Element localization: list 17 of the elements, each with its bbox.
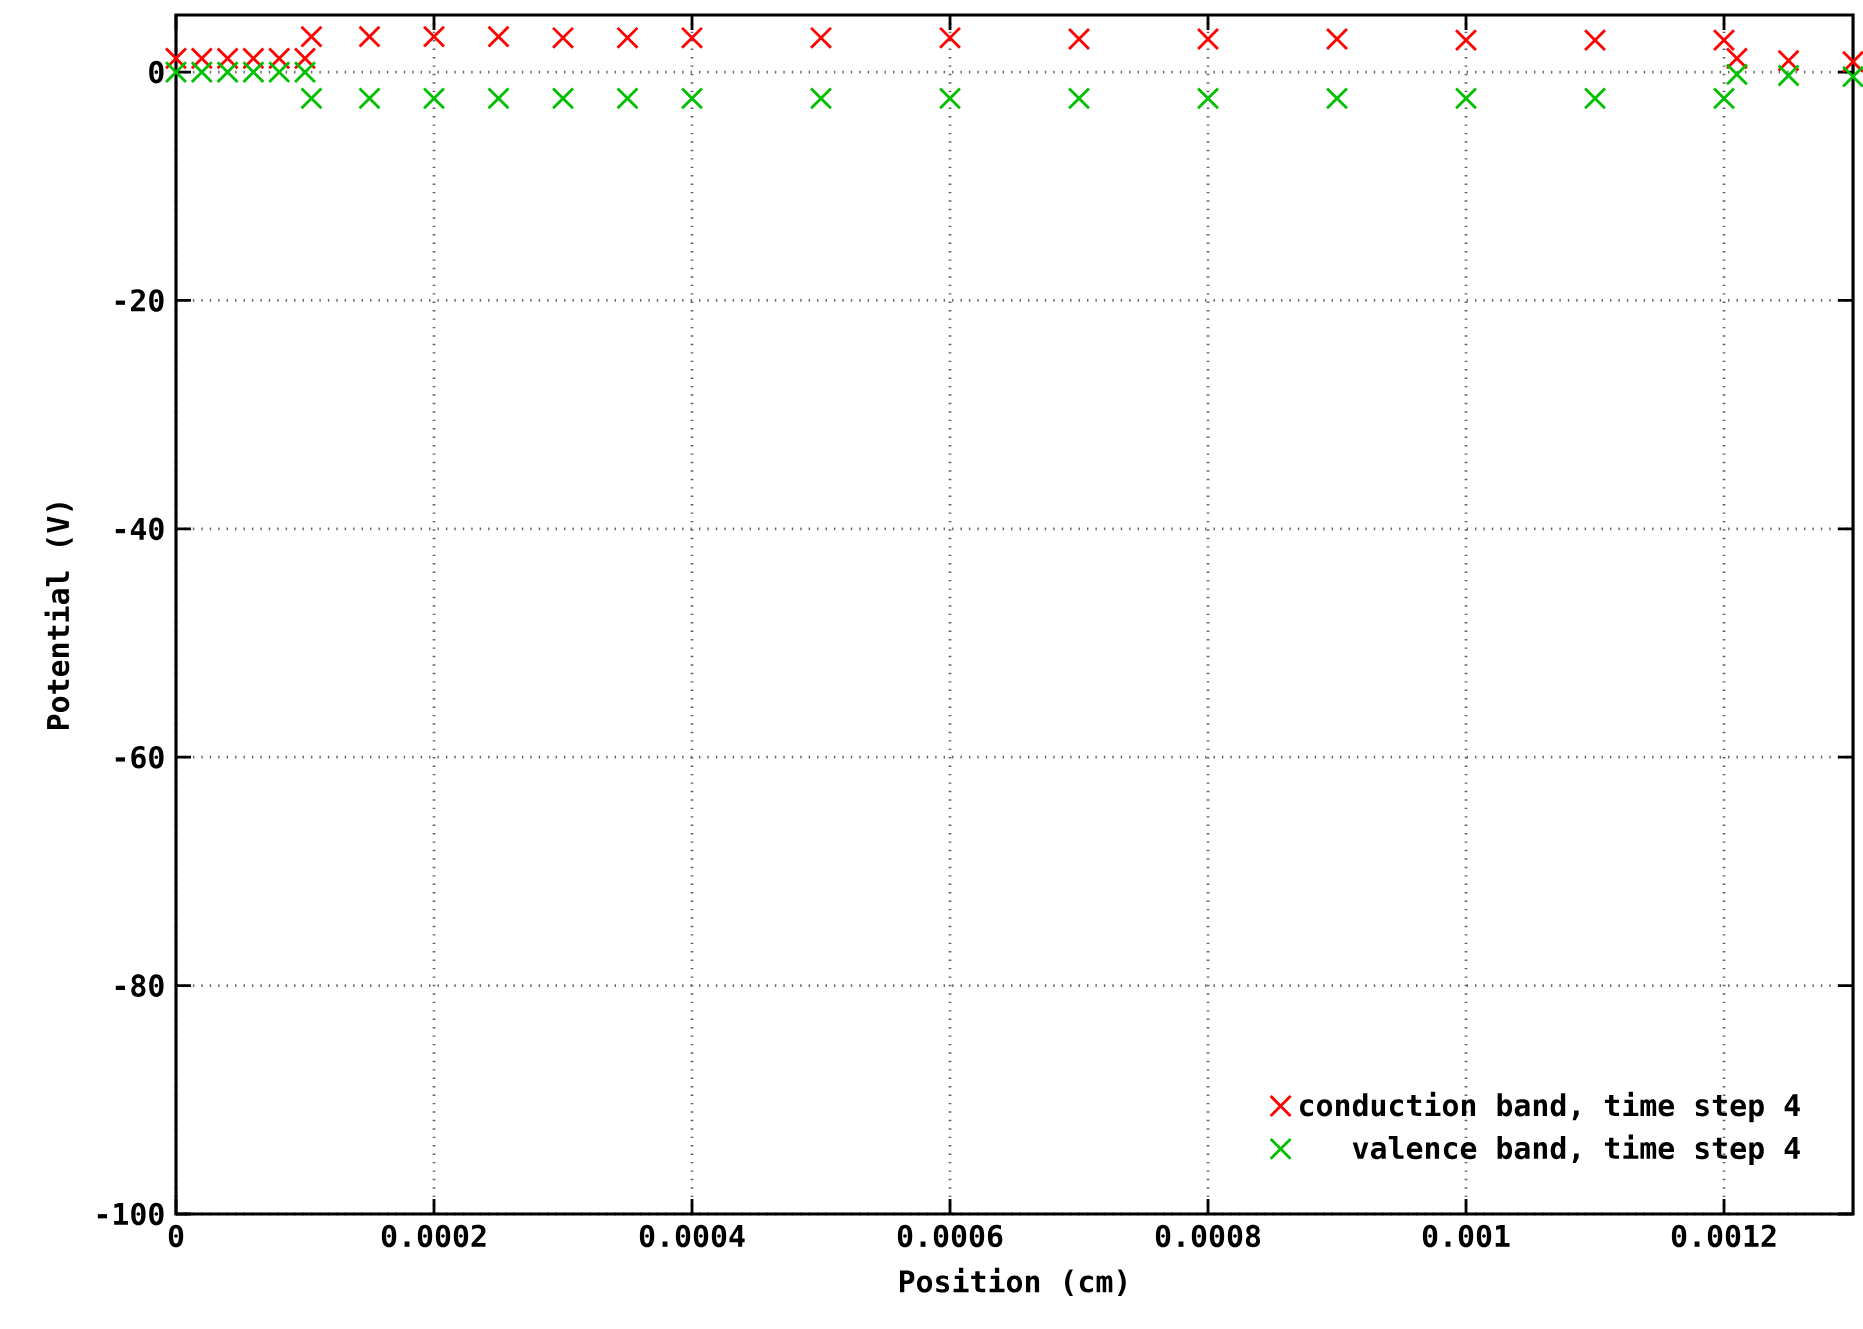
x-tick-label: 0.0004 — [639, 1224, 745, 1248]
x-tick-label: 0.0012 — [1671, 1224, 1776, 1248]
y-tick-label: -80 — [115, 974, 164, 997]
x-axis-title: Position (cm) — [899, 1267, 1126, 1297]
legend-label: conduction band, time step 4 — [1300, 1091, 1800, 1123]
y-tick-label: -100 — [97, 1202, 164, 1226]
y-tick-label: -20 — [115, 289, 164, 312]
y-tick-label: -40 — [115, 517, 164, 541]
y-tick-label: -60 — [115, 745, 164, 769]
y-tick-label: 0 — [149, 60, 164, 84]
x-tick-label: 0 — [168, 1224, 184, 1248]
y-axis-title: Potential (V) — [44, 503, 73, 730]
x-tick-label: 0.0006 — [897, 1224, 1003, 1248]
x-tick-label: 0.0008 — [1155, 1224, 1261, 1248]
x-tick-label: 0.0002 — [381, 1224, 486, 1248]
legend-label: valence band, time step 4 — [1352, 1134, 1800, 1165]
x-tick-label: 0.001 — [1422, 1224, 1510, 1248]
